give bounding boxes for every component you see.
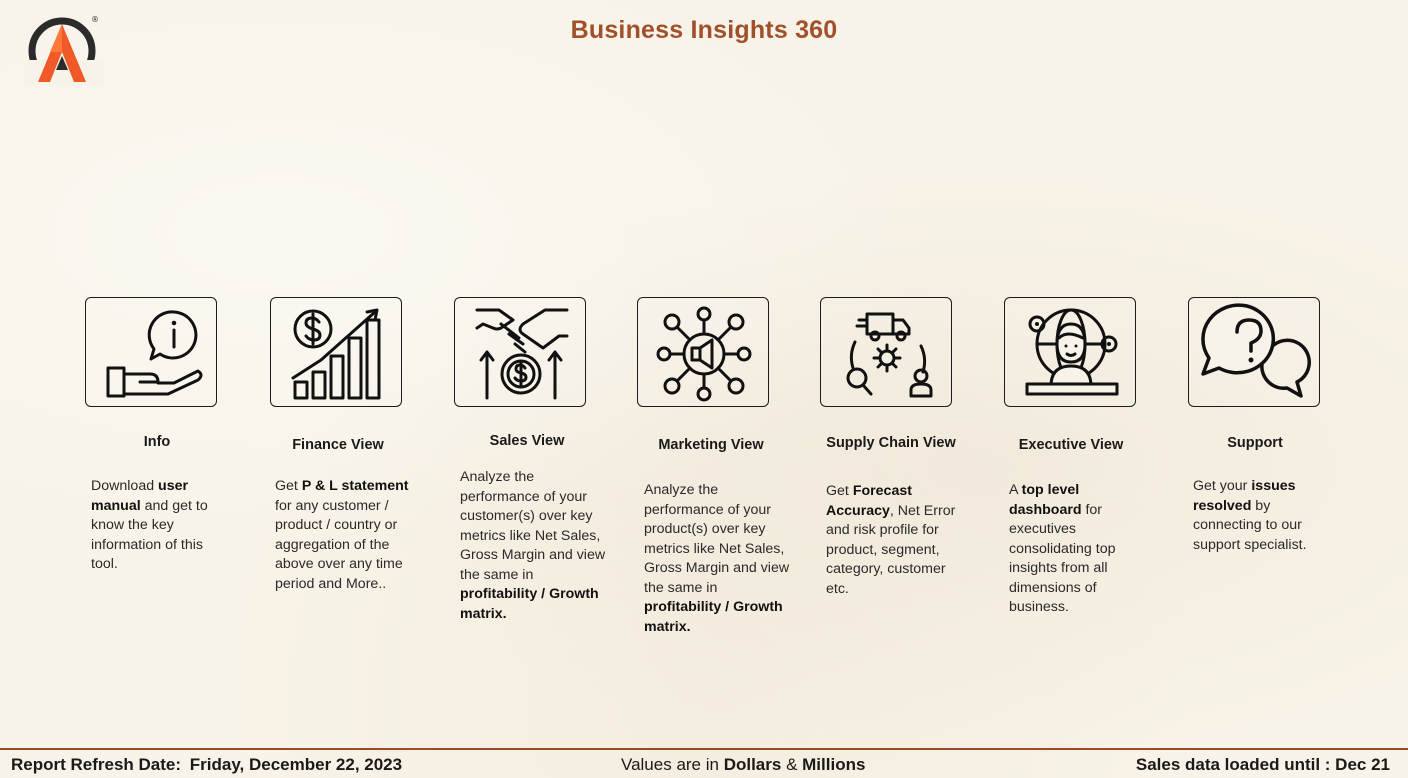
card-desc-sales: Analyze the performance of your customer… [460, 468, 610, 624]
desc-text: by connecting to our support specialist. [1193, 497, 1307, 553]
values-unit-millions: Millions [802, 755, 866, 774]
page-title: Business Insights 360 [570, 16, 838, 44]
card-desc-support: Get your issues resolved by connecting t… [1193, 477, 1323, 555]
info-hand-icon [106, 310, 203, 398]
info-card[interactable] [85, 297, 217, 407]
desc-emphasis: P & L statement [301, 478, 409, 494]
report-refresh-info: Report Refresh Date: Friday, December 22… [11, 755, 402, 775]
card-title-executive: Executive View [1018, 437, 1124, 453]
finance-view-card[interactable] [270, 297, 402, 407]
desc-text: Analyze the performance of your product(… [644, 482, 790, 596]
sales-view-card[interactable] [454, 297, 586, 407]
card-desc-executive: A top level dashboard for executives con… [1009, 481, 1149, 618]
supply-chain-view-card[interactable] [820, 297, 952, 407]
desc-emphasis: top level dashboard [1009, 482, 1082, 518]
card-desc-supply-chain: Get Forecast Accuracy, Net Error and ris… [826, 482, 966, 599]
desc-text: for executives consolidating top insight… [1009, 501, 1116, 616]
card-desc-marketing: Analyze the performance of your product(… [644, 481, 794, 637]
desc-text: A [1009, 482, 1022, 498]
support-card[interactable] [1188, 297, 1320, 407]
desc-text: Download [91, 478, 159, 494]
registered-mark: ® [91, 15, 99, 24]
desc-emphasis: user manual [91, 478, 189, 514]
supply-chain-icon [846, 312, 933, 398]
refresh-date: Friday, December 22, 2023 [189, 755, 403, 774]
desc-text: Analyze the performance of your customer… [460, 469, 606, 583]
values-unit-dollars: Dollars [723, 755, 782, 774]
desc-emphasis: issues resolved [1193, 478, 1296, 514]
card-title-marketing: Marketing View [658, 437, 764, 453]
card-desc-info: Download user manual and get to know the… [91, 477, 221, 575]
desc-emphasis: Forecast Accuracy [826, 483, 912, 519]
card-title-supply-chain: Supply Chain View [826, 435, 956, 451]
card-title-sales: Sales View [489, 433, 565, 449]
footer-divider [0, 748, 1408, 750]
desc-text: and get to know the key information of t… [91, 497, 208, 573]
card-title-info: Info [143, 434, 171, 450]
card-title-support: Support [1227, 435, 1283, 451]
values-amp: & [781, 755, 803, 774]
brand-logo: ® [24, 12, 104, 90]
desc-text: , Net Error and risk profile for product… [826, 502, 956, 597]
desc-text: Get [275, 478, 302, 494]
sales-data-loaded: Sales data loaded until : Dec 21 [1135, 755, 1390, 774]
executive-globe-icon [1025, 308, 1119, 396]
chat-question-icon [1201, 303, 1311, 398]
card-desc-finance: Get P & L statement for any customer / p… [275, 477, 425, 594]
refresh-label: Report Refresh Date: [11, 755, 182, 774]
finance-growth-icon [291, 308, 381, 400]
card-title-finance: Finance View [292, 437, 384, 453]
desc-text: for any customer / product / country or … [275, 497, 403, 592]
handshake-money-icon [475, 308, 569, 400]
values-unit-note: Values are in Dollars & Millions [621, 755, 865, 775]
marketing-view-card[interactable] [637, 297, 769, 407]
desc-text: Get your [1193, 478, 1252, 494]
executive-view-card[interactable] [1004, 297, 1136, 407]
desc-text: Get [826, 483, 853, 499]
values-prefix: Values are in [621, 755, 724, 774]
megaphone-network-icon [656, 306, 752, 402]
desc-emphasis: profitability / Growth matrix. [460, 586, 599, 622]
desc-emphasis: profitability / Growth matrix. [644, 599, 783, 635]
